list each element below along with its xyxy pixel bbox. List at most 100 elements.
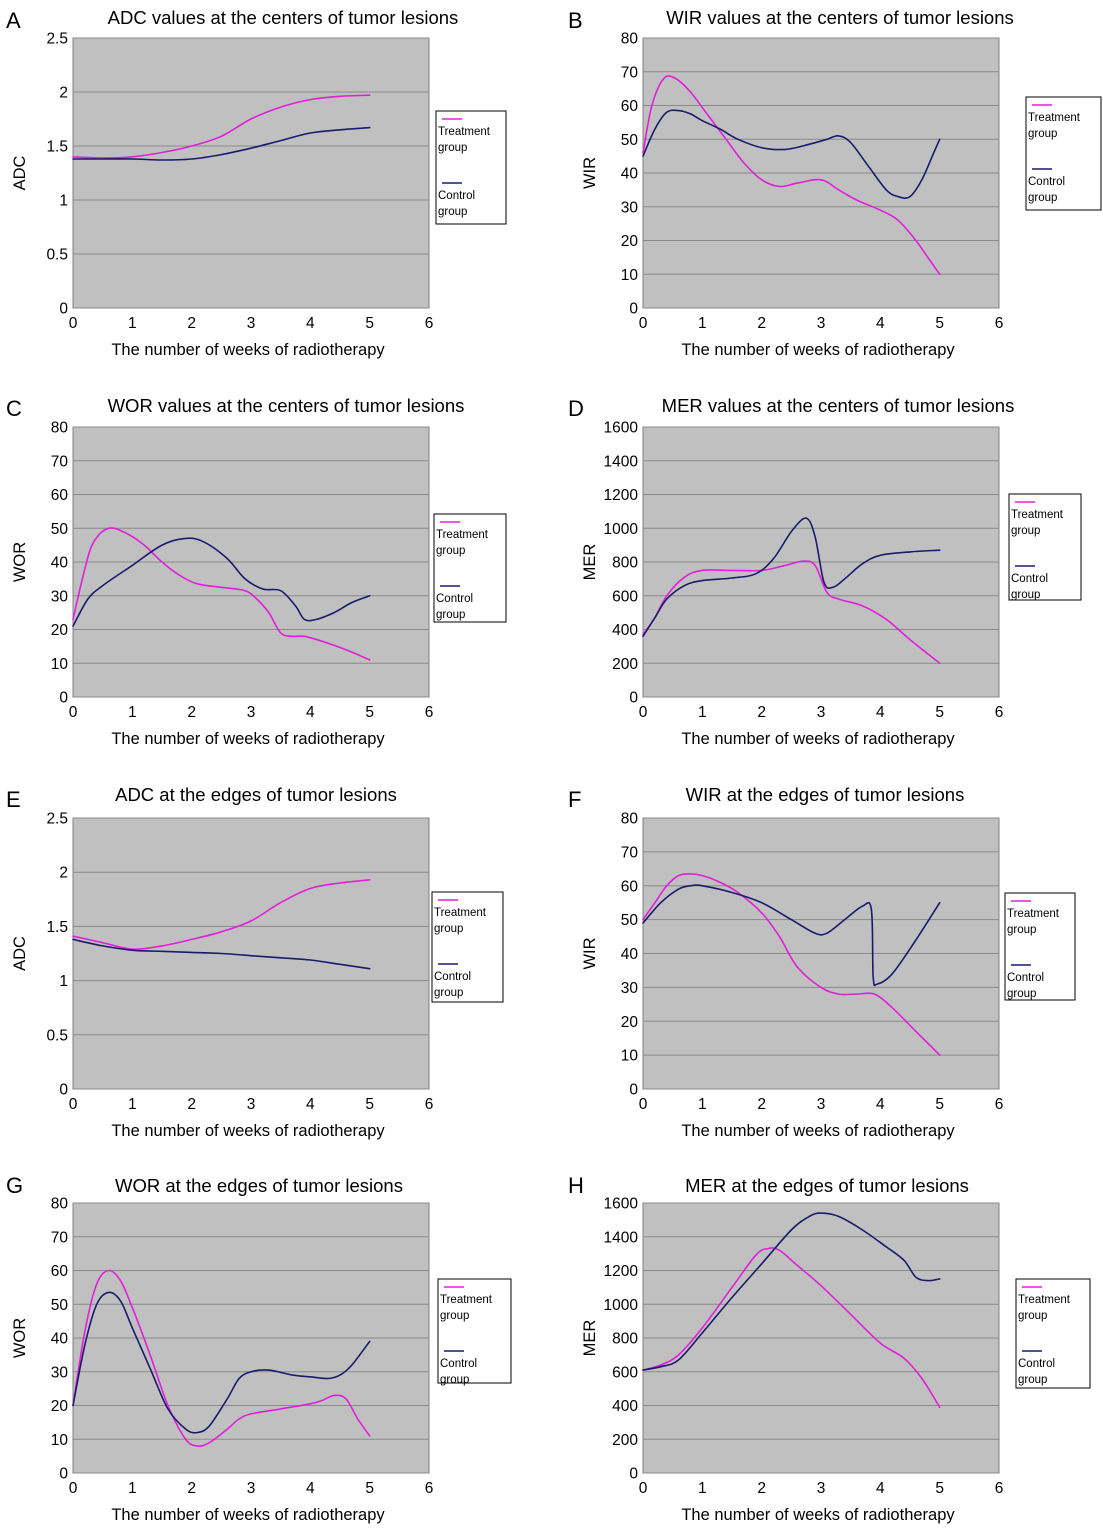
legend-label: group [440,1374,469,1386]
series-line-treatment [642,1247,941,1408]
legend-label: group [434,923,463,935]
series-line-treatment [72,94,371,159]
x-tick-label: 0 [69,1096,78,1113]
series-line-treatment [642,873,941,1056]
y-tick-label: 10 [621,267,639,284]
plot-area [72,817,430,1090]
y-tick-label: 40 [621,946,639,963]
x-tick-label: 3 [817,315,826,332]
legend: Treatment group Control group [433,513,507,623]
y-tick-label: 600 [612,1364,638,1381]
series-line-control [642,884,941,987]
x-tick-label: 6 [995,1480,1004,1497]
series-line-control [642,1212,941,1371]
legend: Treatment group Control group [1004,892,1076,1001]
legend-label: Treatment [1028,112,1081,124]
x-tick-label: 3 [817,1096,826,1113]
x-tick-label: 4 [306,1480,315,1497]
y-axis-label: WIR [581,937,599,969]
x-tick-label: 1 [698,704,707,721]
y-tick-label: 1200 [604,1263,639,1280]
series-line-control [72,537,371,627]
panel-letter: C [6,396,22,421]
series-line-treatment [642,75,941,276]
x-tick-label: 5 [935,1480,944,1497]
y-axis-label: ADC [11,936,29,971]
legend-box [1004,892,1076,1001]
x-tick-label: 1 [698,1480,707,1497]
x-tick-label: 5 [935,315,944,332]
chart-title: MER values at the centers of tumor lesio… [662,395,1015,416]
x-tick-label: 5 [935,704,944,721]
plot-area [72,37,430,309]
panel-letter: B [568,8,583,33]
legend-label: Treatment [1007,908,1060,920]
y-axis-label: WIR [581,157,599,189]
y-tick-label: 50 [51,1297,69,1314]
y-tick-label: 1 [59,193,68,210]
y-axis-label: MER [581,544,599,581]
x-tick-label: 0 [639,704,648,721]
legend: Treatment group Control group [1015,1278,1091,1389]
x-tick-label: 4 [306,315,315,332]
legend-label: Treatment [438,126,491,138]
y-tick-label: 1600 [604,1196,639,1213]
legend-label: group [436,609,465,621]
y-tick-label: 0.5 [46,247,68,264]
y-tick-label: 20 [621,233,639,250]
y-tick-label: 0 [629,690,638,707]
y-axis-label: MER [581,1320,599,1357]
y-tick-label: 1.5 [46,919,68,936]
y-tick-label: 0 [59,301,68,318]
y-tick-label: 80 [51,420,69,437]
chart-panel-h: H MER at the edges of tumor lesions020040… [568,1173,1091,1524]
y-tick-label: 0 [59,1466,68,1483]
legend-label: Treatment [1018,1294,1071,1306]
x-tick-label: 1 [128,315,137,332]
x-tick-label: 1 [128,1480,137,1497]
series-line-treatment [642,560,941,665]
x-tick-label: 6 [425,1096,434,1113]
y-tick-label: 1.5 [46,139,68,156]
y-tick-label: 50 [621,132,639,149]
x-tick-label: 2 [187,1096,196,1113]
x-tick-label: 4 [306,1096,315,1113]
y-tick-label: 30 [621,980,639,997]
y-tick-label: 60 [621,98,639,115]
y-tick-label: 0 [59,690,68,707]
x-tick-label: 5 [365,1096,374,1113]
y-tick-label: 20 [51,1398,69,1415]
chart-panel-g: G WOR at the edges of tumor lesions010203… [6,1173,512,1524]
y-tick-label: 40 [621,166,639,183]
chart-panel-f: F WIR at the edges of tumor lesions010203… [568,784,1076,1140]
y-tick-label: 0.5 [46,1027,68,1044]
x-tick-label: 2 [757,315,766,332]
legend-label: Control [1011,573,1048,585]
y-tick-label: 800 [612,1331,638,1348]
x-tick-label: 1 [698,315,707,332]
x-tick-label: 5 [365,704,374,721]
legend-box [435,110,507,225]
x-tick-label: 2 [187,315,196,332]
x-tick-label: 3 [247,704,256,721]
y-tick-label: 600 [612,588,638,605]
legend-label: group [440,1310,469,1322]
chart-title: ADC values at the centers of tumor lesio… [108,7,459,28]
x-tick-label: 0 [69,1480,78,1497]
x-tick-label: 2 [757,1480,766,1497]
y-tick-label: 400 [612,622,638,639]
legend-label: group [1028,128,1057,140]
y-tick-label: 30 [621,199,639,216]
x-tick-label: 2 [187,704,196,721]
legend: Treatment group Control group [431,891,504,1003]
x-tick-label: 6 [995,704,1004,721]
chart-panel-b: B WIR values at the centers of tumor lesi… [568,7,1102,359]
x-tick-label: 4 [876,315,885,332]
y-axis-label: ADC [11,156,29,191]
legend-label: group [1011,589,1040,601]
legend: Treatment group Control group [435,110,507,225]
x-tick-label: 0 [69,315,78,332]
panel-letter: F [568,787,581,812]
legend-label: Treatment [440,1294,493,1306]
legend-label: Control [434,971,471,983]
